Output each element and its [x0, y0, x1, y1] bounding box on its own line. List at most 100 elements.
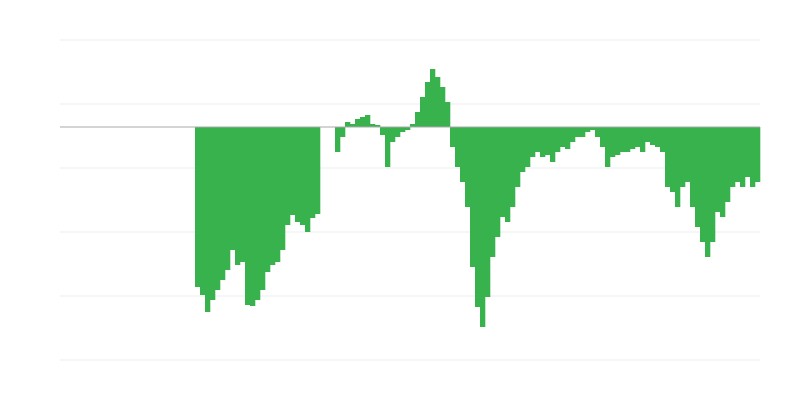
bar	[205, 127, 211, 312]
bar	[395, 127, 401, 137]
bar	[710, 127, 716, 242]
bar	[285, 127, 291, 225]
bar	[295, 127, 301, 222]
bar	[305, 127, 311, 232]
bar	[450, 127, 456, 147]
bar	[665, 127, 671, 187]
bar	[605, 127, 611, 167]
bar	[355, 119, 361, 127]
bar	[275, 127, 281, 262]
bar	[685, 127, 691, 182]
bar	[350, 124, 356, 127]
bar	[385, 127, 391, 167]
bar	[445, 102, 451, 127]
bar	[700, 127, 706, 242]
bar	[235, 127, 241, 265]
bar	[500, 127, 506, 217]
bar	[270, 127, 276, 265]
bar	[655, 127, 661, 147]
bar	[540, 127, 546, 157]
bar	[250, 127, 256, 306]
bar	[200, 127, 206, 295]
bar	[370, 124, 376, 127]
bar	[645, 127, 651, 142]
bar	[335, 127, 341, 152]
bar	[705, 127, 711, 257]
bar	[210, 127, 216, 300]
bar	[695, 127, 701, 227]
bar	[405, 127, 411, 130]
bar	[375, 125, 381, 127]
bar	[360, 117, 366, 127]
bar	[525, 127, 531, 167]
bar	[690, 127, 696, 207]
bar	[495, 127, 501, 237]
bar	[640, 127, 646, 152]
bar	[555, 127, 561, 152]
bar	[720, 127, 726, 217]
bar	[725, 127, 731, 202]
bar	[400, 127, 406, 132]
bar	[505, 127, 511, 222]
bar	[220, 127, 226, 280]
bar	[195, 127, 201, 287]
bar	[215, 127, 221, 290]
bar	[480, 127, 486, 327]
bar	[530, 127, 536, 157]
bar	[610, 127, 616, 157]
bar	[230, 127, 236, 250]
bar	[410, 124, 416, 127]
bar	[755, 127, 761, 182]
bar	[590, 127, 596, 130]
bar	[730, 127, 736, 187]
bar	[455, 127, 461, 167]
bar	[515, 127, 521, 187]
bar	[340, 127, 346, 137]
bar	[440, 87, 446, 127]
bar	[580, 127, 586, 137]
bar	[680, 127, 686, 187]
bar	[420, 97, 426, 127]
bar	[715, 127, 721, 212]
bar	[345, 122, 351, 127]
bar	[485, 127, 491, 297]
bar	[630, 127, 636, 149]
bar	[650, 127, 656, 145]
bar	[310, 127, 316, 218]
bar	[615, 127, 621, 155]
bar	[735, 127, 741, 182]
bar	[575, 127, 581, 137]
bar	[225, 127, 231, 270]
bar	[245, 127, 251, 305]
bar	[740, 127, 746, 187]
bar	[750, 127, 756, 187]
bar	[255, 127, 261, 300]
bar	[595, 127, 601, 137]
bar	[470, 127, 476, 267]
bar	[390, 127, 396, 142]
bar	[290, 127, 296, 215]
bar	[635, 127, 641, 147]
bar	[600, 127, 606, 147]
bar	[570, 127, 576, 142]
bar	[585, 127, 591, 132]
bar	[365, 115, 371, 127]
bar	[535, 127, 541, 152]
bar	[465, 127, 471, 207]
bar	[565, 127, 571, 149]
bar	[490, 127, 496, 257]
bar	[430, 69, 436, 127]
bar	[660, 127, 666, 152]
bar	[745, 127, 751, 177]
bar	[240, 127, 246, 262]
bar	[425, 82, 431, 127]
bar	[260, 127, 266, 290]
bar	[620, 127, 626, 152]
bar	[460, 127, 466, 182]
bar	[670, 127, 676, 192]
bar	[475, 127, 481, 307]
bar	[550, 127, 556, 162]
bar	[300, 127, 306, 225]
bar	[380, 127, 386, 135]
